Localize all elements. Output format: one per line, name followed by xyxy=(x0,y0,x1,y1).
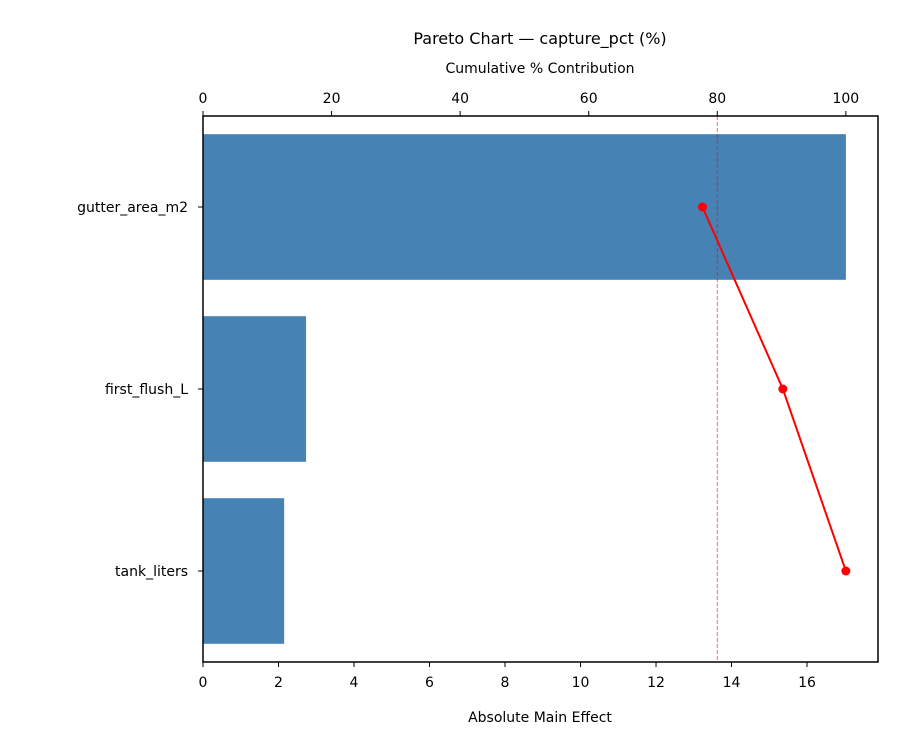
x-tick-label: 4 xyxy=(350,675,359,691)
cumulative-point xyxy=(778,384,788,394)
chart-title: Pareto Chart — capture_pct (%) xyxy=(413,29,666,49)
bar-gutter_area_m2 xyxy=(203,134,846,280)
secondary-x-tick-label: 0 xyxy=(199,91,208,107)
secondary-x-axis-label: Cumulative % Contribution xyxy=(445,61,634,77)
category-label-tank_liters: tank_liters xyxy=(115,564,188,580)
x-tick-label: 6 xyxy=(425,675,434,691)
x-tick-label: 0 xyxy=(199,675,208,691)
bar-first_flush_L xyxy=(203,316,307,462)
x-tick-label: 14 xyxy=(723,675,741,691)
x-tick-label: 8 xyxy=(501,675,510,691)
secondary-x-tick-label: 40 xyxy=(451,91,469,107)
x-tick-label: 2 xyxy=(274,675,283,691)
category-label-first_flush_L: first_flush_L xyxy=(105,382,188,398)
x-tick-label: 10 xyxy=(572,675,590,691)
x-axis-label: Absolute Main Effect xyxy=(468,710,612,726)
secondary-x-axis-ticks: 0 20 40 60 80 100 xyxy=(199,91,859,116)
cumulative-point xyxy=(841,566,851,576)
cumulative-point xyxy=(698,202,707,212)
bar-series xyxy=(203,134,846,644)
bar-tank_liters xyxy=(203,498,285,644)
category-label-gutter_area_m2: gutter_area_m2 xyxy=(77,200,188,216)
cumulative-line-series xyxy=(698,202,851,576)
x-tick-label: 12 xyxy=(647,675,665,691)
y-axis-ticks: gutter_area_m2 first_flush_L tank_liters xyxy=(77,200,203,580)
x-tick-label: 16 xyxy=(798,675,816,691)
secondary-x-tick-label: 60 xyxy=(580,91,598,107)
secondary-x-tick-label: 80 xyxy=(708,91,726,107)
secondary-x-tick-label: 100 xyxy=(832,91,859,107)
secondary-x-tick-label: 20 xyxy=(323,91,341,107)
x-axis-ticks: 0 2 4 6 8 10 12 14 16 xyxy=(199,662,816,691)
